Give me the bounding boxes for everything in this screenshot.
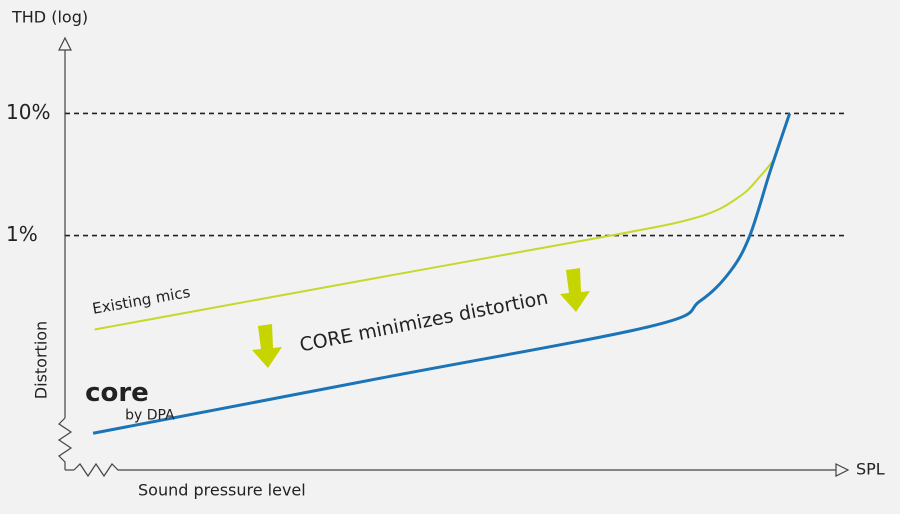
series-label: Existing mics — [91, 283, 192, 318]
y-axis-arrow — [58, 36, 72, 51]
down-arrow — [560, 268, 590, 312]
down-arrow — [252, 324, 282, 368]
series-line — [94, 157, 776, 331]
x-axis-break — [73, 462, 838, 478]
x-axis-arrow — [835, 463, 850, 477]
y-tick-label: 10% — [6, 100, 50, 124]
series-label: core — [85, 378, 149, 408]
logo-subtitle: by DPA — [125, 407, 175, 423]
x-axis-end-label: SPL — [856, 460, 885, 479]
axes — [57, 36, 850, 478]
series-line — [92, 113, 792, 435]
y-axis-label: Distortion — [32, 321, 51, 399]
y-axis-title: THD (log) — [11, 8, 88, 27]
y-tick-label: 1% — [6, 222, 38, 246]
y-axis-break — [57, 417, 73, 470]
arrows — [252, 268, 590, 368]
x-axis-label: Sound pressure level — [138, 481, 306, 500]
annotation: CORE minimizes distortion — [298, 287, 550, 357]
